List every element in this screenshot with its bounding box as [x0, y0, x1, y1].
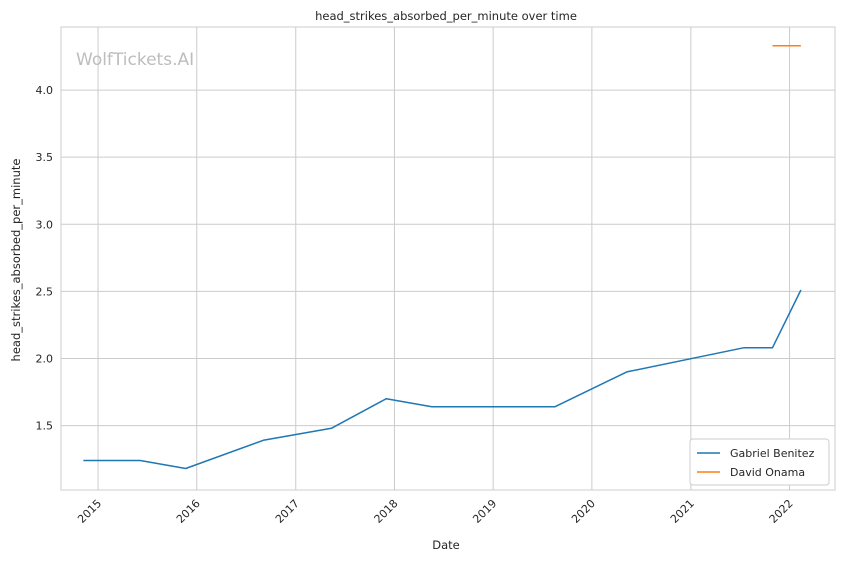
x-tick-label: 2019: [470, 497, 499, 526]
x-axis-label: Date: [432, 538, 460, 552]
series-line-gabriel-benitez: [83, 289, 802, 470]
y-tick-label: 3.0: [36, 218, 54, 231]
x-tick-label: 2021: [668, 497, 697, 526]
legend-box: [689, 438, 830, 486]
x-tick-label: 2020: [569, 497, 598, 526]
x-tick-label: 2018: [372, 497, 401, 526]
legend-label-david-onama: David Onama: [730, 466, 805, 479]
x-tick-label: 2022: [767, 497, 796, 526]
legend: Gabriel Benitez David Onama: [689, 438, 830, 486]
plot-frame: [60, 26, 836, 491]
y-tick-label: 1.5: [36, 420, 54, 433]
y-axis-label: head_strikes_absorbed_per_minute: [9, 159, 23, 362]
series-layer: [83, 45, 802, 470]
x-tick-label: 2017: [273, 497, 302, 526]
tick-labels: 1.5 2.0 2.5 3.0 3.5 4.0 2015 2016 2017 2018 2019 20…: [36, 84, 796, 526]
y-tick-label: 3.5: [36, 151, 54, 164]
x-tick-label: 2016: [174, 497, 203, 526]
x-tick-label: 2015: [75, 497, 104, 526]
chart-title: head_strikes_absorbed_per_minute over ti…: [315, 9, 577, 23]
y-tick-label: 4.0: [36, 84, 54, 97]
legend-label-gabriel-benitez: Gabriel Benitez: [730, 447, 815, 460]
grid: [61, 27, 835, 490]
y-tick-label: 2.5: [36, 285, 54, 298]
watermark: WolfTickets.AI: [76, 50, 194, 70]
y-tick-label: 2.0: [36, 352, 54, 365]
